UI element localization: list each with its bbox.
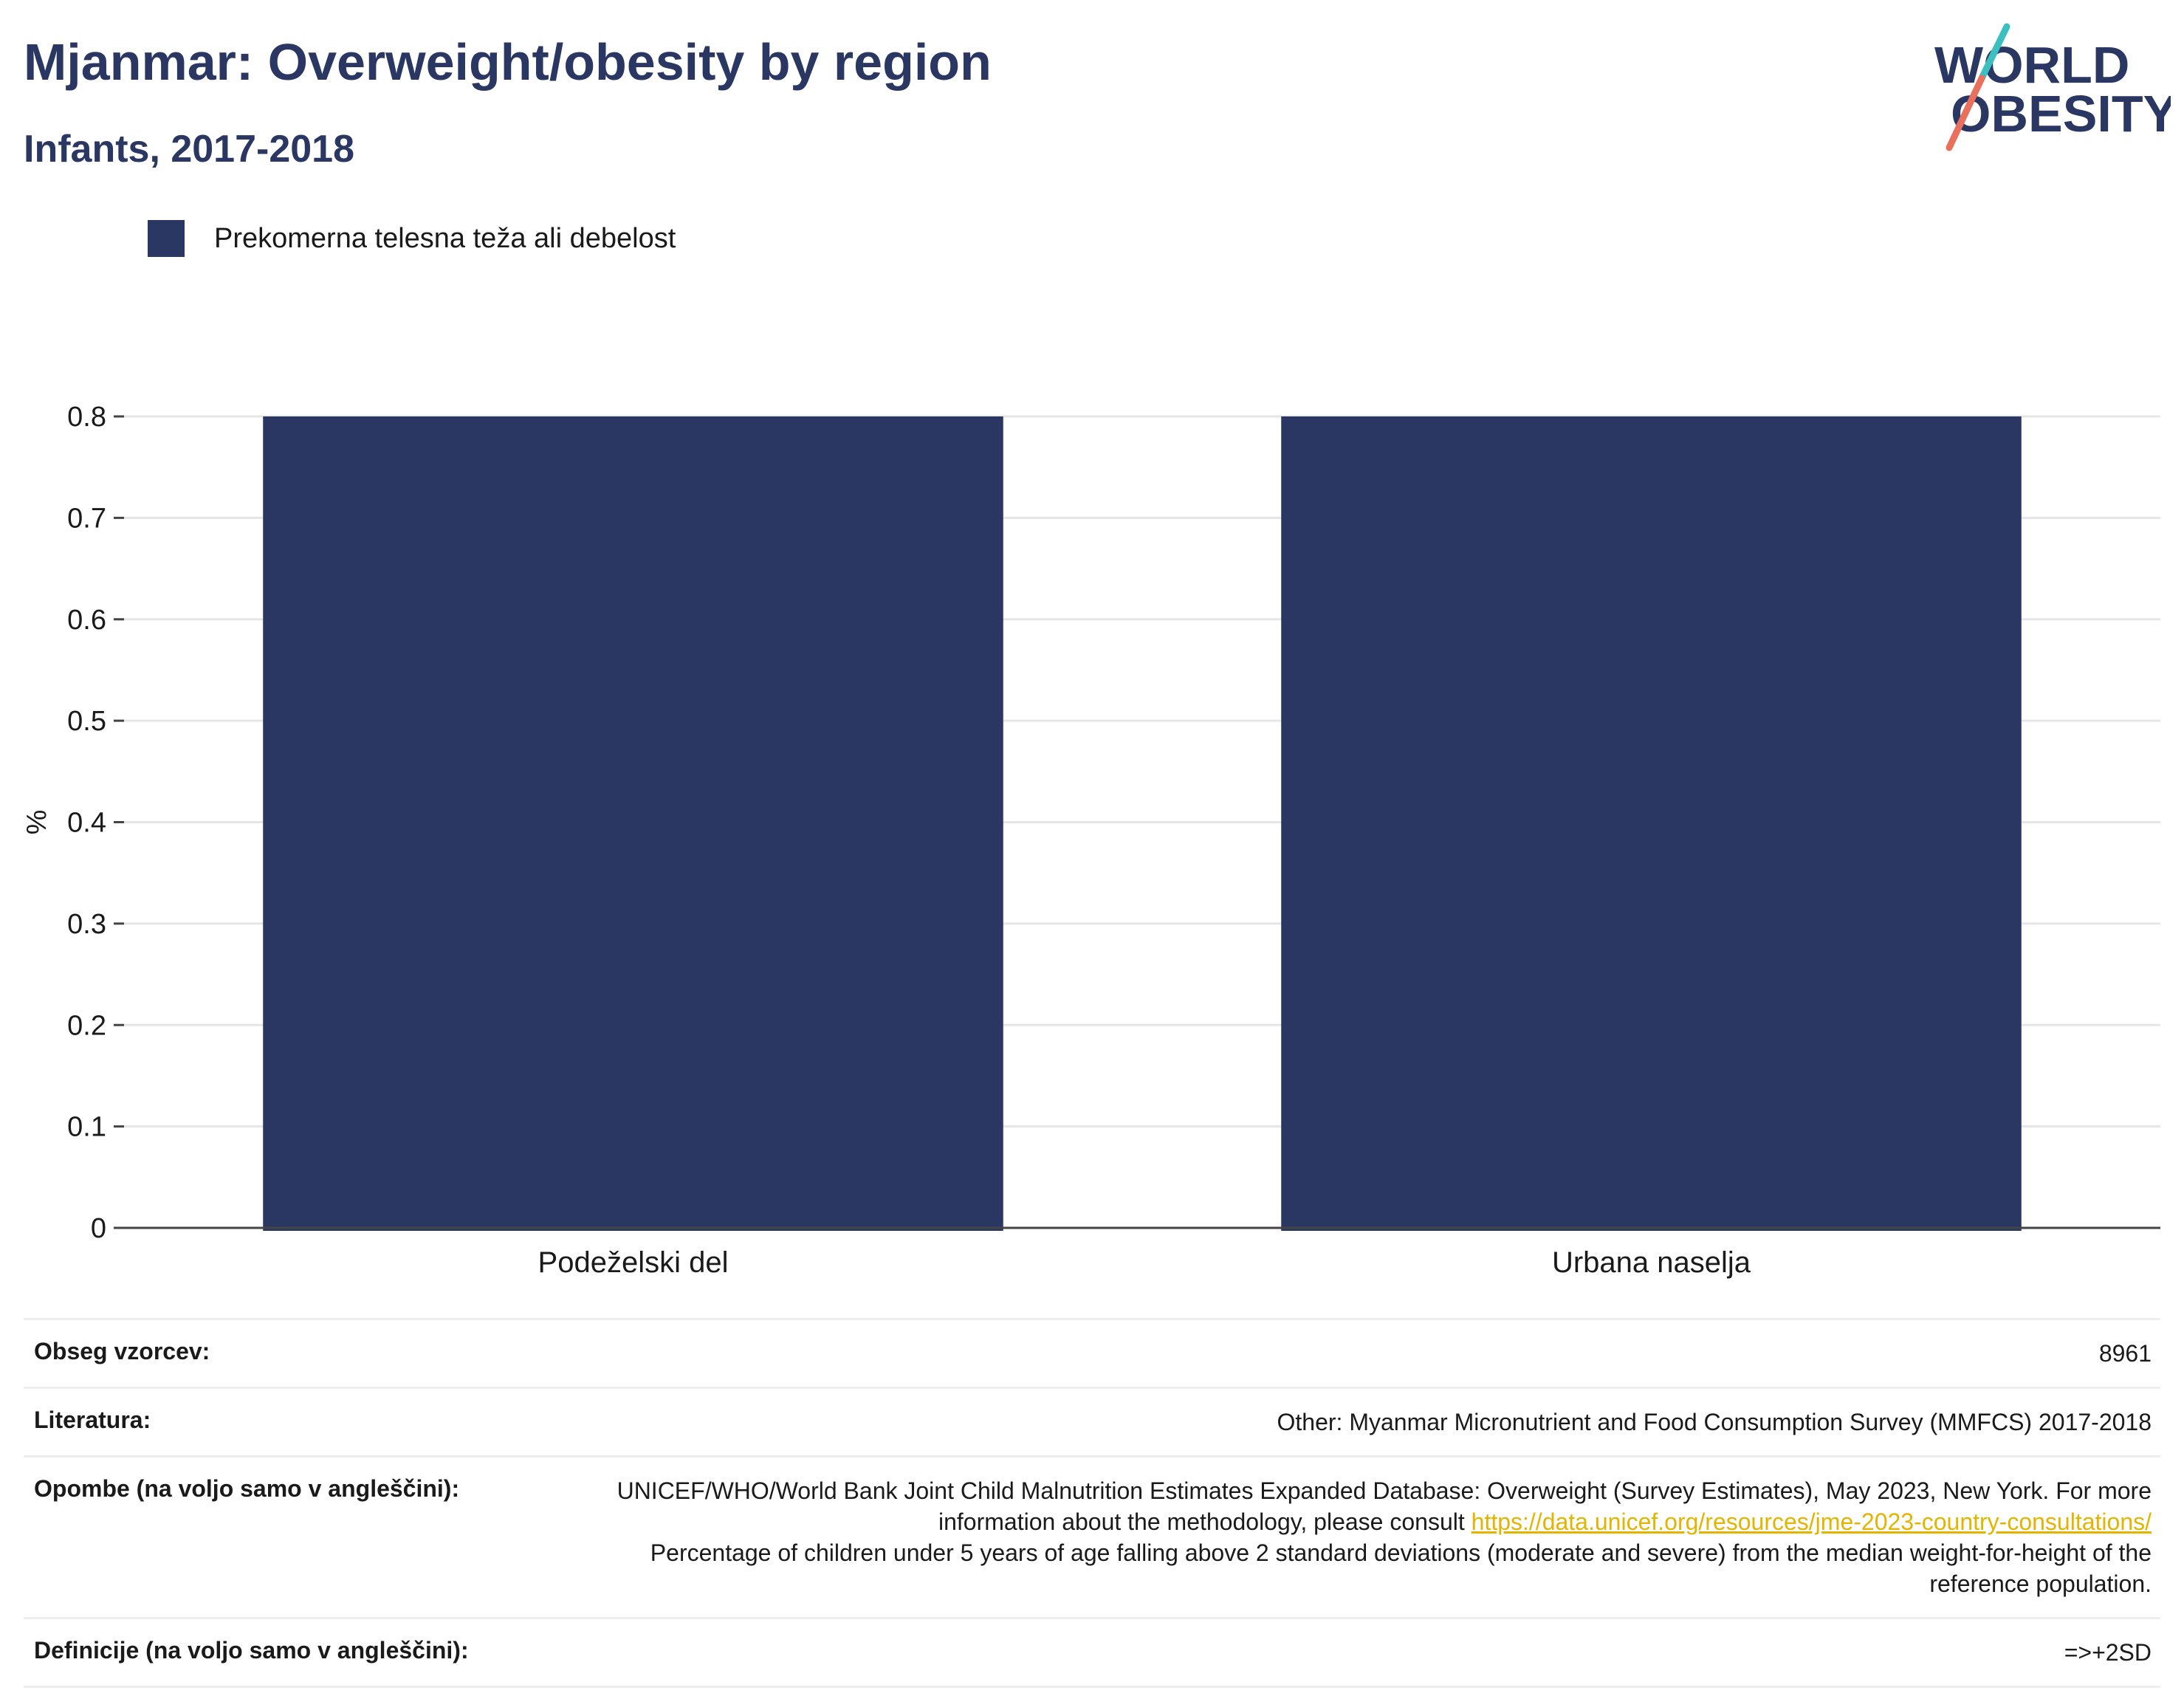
bars: [263, 416, 2022, 1231]
logo-slash-teal: [1978, 23, 2010, 82]
notes-text-2: Percentage of children under 5 years of …: [650, 1539, 2152, 1597]
sample-size-row: Obseg vzorcev: 8961: [24, 1318, 2160, 1387]
definition-label: Definicije (na voljo samo v angleščini):: [34, 1637, 469, 1664]
sample-size-value: 8961: [2098, 1340, 2152, 1367]
y-tick-label: 0.5: [67, 706, 106, 737]
source-label: Literatura:: [34, 1407, 151, 1433]
definition-row: Definicije (na voljo samo v angleščini):…: [24, 1617, 2160, 1688]
y-tick-label: 0.7: [67, 503, 106, 534]
notes-row: Opombe (na voljo samo v angleščini): UNI…: [24, 1455, 2160, 1617]
notes-label: Opombe (na voljo samo v angleščini):: [34, 1475, 460, 1502]
source-row: Literatura: Other: Myanmar Micronutrient…: [24, 1387, 2160, 1455]
legend-swatch: [148, 220, 185, 257]
y-tick-label: 0.3: [67, 909, 106, 940]
chart-title: Mjanmar: Overweight/obesity by region: [24, 33, 992, 91]
metadata-table: Obseg vzorcev: 8961 Literatura: Other: M…: [24, 1318, 2160, 1688]
x-tick-label: Podeželski del: [538, 1246, 729, 1279]
sample-size-label: Obseg vzorcev:: [34, 1338, 210, 1364]
axes: 0 0.1 0.2 0.3 0.4 0.5 0.6 0.7 0.8 Podeželski del U…: [67, 402, 2160, 1279]
y-tick-label: 0: [91, 1213, 106, 1244]
y-tick-label: 0.2: [67, 1010, 106, 1041]
notes-text-1: UNICEF/WHO/World Bank Joint Child Malnut…: [617, 1477, 2152, 1535]
y-tick-label: 0.6: [67, 605, 106, 636]
bar: [263, 416, 1003, 1231]
chart-subtitle: Infants, 2017-2018: [24, 128, 355, 171]
definition-value: =>+2SD: [2064, 1639, 2152, 1666]
world-obesity-logo: WORLD OBESITY: [1934, 23, 2171, 151]
y-tick-label: 0.8: [67, 402, 106, 433]
legend-label: Prekomerna telesna teža ali debelost: [214, 222, 676, 254]
logo-text-world: WORLD: [1934, 36, 2129, 94]
logo-text-obesity: OBESITY: [1951, 85, 2171, 143]
bar-chart: 0 0.1 0.2 0.3 0.4 0.5 0.6 0.7 0.8 Podeželski del U…: [21, 402, 2160, 1279]
logo-slash-coral: [1946, 75, 1985, 151]
bar: [1281, 416, 2022, 1231]
legend: Prekomerna telesna teža ali debelost: [148, 220, 676, 257]
y-tick-label: 0.1: [67, 1112, 106, 1143]
methodology-link[interactable]: https://data.unicef.org/resources/jme-20…: [1471, 1508, 2152, 1535]
y-tick-label: 0.4: [67, 808, 106, 839]
y-axis-label: %: [21, 810, 52, 835]
source-value: Other: Myanmar Micronutrient and Food Co…: [1277, 1409, 2152, 1435]
x-tick-label: Urbana naselja: [1552, 1246, 1751, 1279]
notes-value: UNICEF/WHO/World Bank Joint Child Malnut…: [601, 1475, 2152, 1599]
